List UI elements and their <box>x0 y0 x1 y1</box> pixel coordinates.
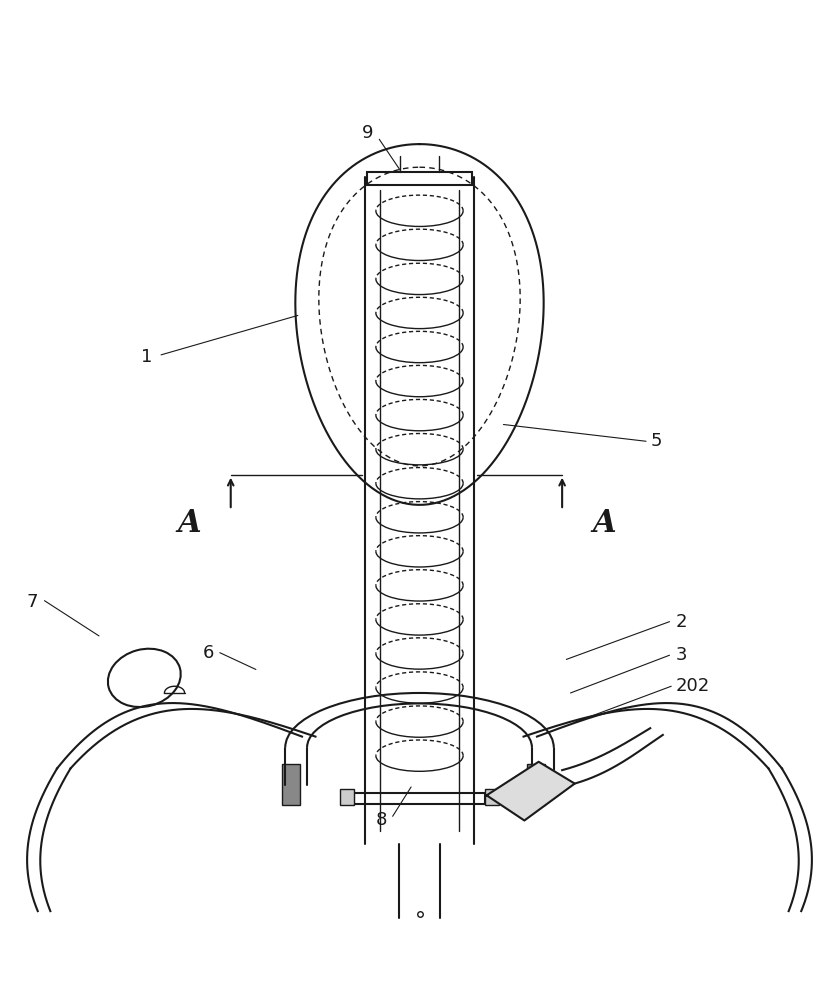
Text: 9: 9 <box>362 124 373 142</box>
Text: 1: 1 <box>141 348 153 366</box>
Text: 202: 202 <box>675 677 710 695</box>
Text: A: A <box>177 508 201 539</box>
Polygon shape <box>487 762 575 820</box>
Text: 2: 2 <box>675 613 687 631</box>
Text: 6: 6 <box>202 644 214 662</box>
Bar <box>367 172 472 185</box>
Text: 7: 7 <box>26 593 38 611</box>
Bar <box>282 764 300 805</box>
Bar <box>485 789 499 805</box>
Text: 3: 3 <box>675 646 687 664</box>
Text: 8: 8 <box>376 811 388 829</box>
Bar <box>527 764 545 805</box>
Bar <box>354 793 485 804</box>
Bar <box>340 789 354 805</box>
Text: A: A <box>592 508 616 539</box>
Text: 5: 5 <box>650 432 662 450</box>
